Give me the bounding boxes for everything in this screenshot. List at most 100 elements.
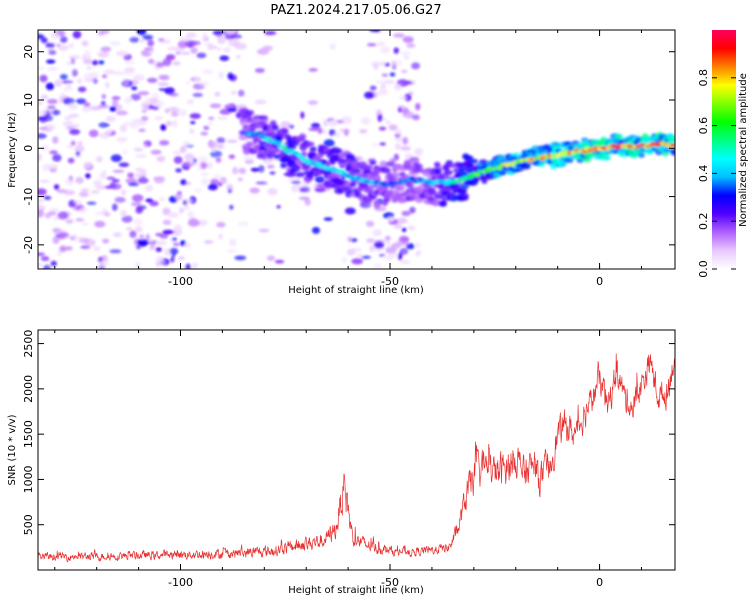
spectrogram-cell xyxy=(109,40,121,46)
spectrogram-cell xyxy=(380,83,386,89)
spectrogram-cell xyxy=(167,212,179,219)
spectrogram-ridge-cell xyxy=(281,128,289,134)
spectrogram-cell xyxy=(169,247,179,255)
spectrogram-cell xyxy=(388,124,398,131)
spectrogram-cell xyxy=(170,256,175,263)
spectrogram-cell xyxy=(194,77,201,82)
spectrogram-cell xyxy=(201,178,210,186)
spectrogram-cell xyxy=(137,121,147,126)
spectrogram-cell xyxy=(77,86,87,93)
spectrogram-cell xyxy=(216,137,226,144)
snr-ticks: -100 -50 0 500 1000 1500 2000 2500 xyxy=(22,330,675,589)
spectrogram-cell xyxy=(85,173,91,179)
spectrogram-cell xyxy=(72,69,78,77)
spectrogram-cell xyxy=(376,41,386,47)
spectrogram-cell xyxy=(175,225,183,234)
spectrogram-cell xyxy=(407,91,414,96)
spectrogram-cell xyxy=(147,58,155,64)
spectrogram-cell xyxy=(190,47,198,54)
spectrogram-cell xyxy=(374,80,386,84)
spectrogram-cell xyxy=(238,167,247,174)
spectrogram-cell xyxy=(86,201,97,205)
spectrogram-cell xyxy=(369,85,377,91)
spectrogram-cell xyxy=(402,136,409,145)
spectrogram-cell xyxy=(90,190,100,194)
spectrogram-cell xyxy=(291,180,301,184)
spectrogram-cell xyxy=(203,125,210,131)
spectrogram-cell xyxy=(192,93,204,97)
spectrogram-ridge-cell xyxy=(538,163,545,167)
spectrogram-cell xyxy=(171,111,179,117)
colorbar-tick-label: 0.2 xyxy=(697,212,710,230)
spectrogram-cell xyxy=(162,229,175,235)
spectrogram-ridge-cell xyxy=(449,191,457,198)
spectrogram-cell xyxy=(133,74,145,81)
spectrogram-cell xyxy=(393,47,400,54)
spectrogram-cell xyxy=(40,94,49,100)
spectrogram-cell xyxy=(190,121,196,125)
spectrogram-x-tick-label: -50 xyxy=(381,275,399,288)
spectrogram-cell xyxy=(288,124,294,129)
spectrogram-cell xyxy=(380,46,391,54)
spectrogram-cell xyxy=(91,60,99,66)
spectrogram-cell xyxy=(40,189,45,196)
spectrogram-cell xyxy=(81,40,89,47)
spectrogram-cell xyxy=(384,235,391,242)
spectrogram-cell xyxy=(95,211,105,215)
spectrogram-cell xyxy=(192,262,198,269)
spectrogram-cell xyxy=(144,47,154,51)
spectrogram-cell xyxy=(94,220,106,228)
spectrogram-cell xyxy=(83,58,93,65)
spectrogram-cell xyxy=(172,242,180,247)
spectrogram-cell xyxy=(48,207,60,213)
spectrogram-cell xyxy=(344,207,356,215)
spectrogram-cell xyxy=(386,120,391,125)
spectrogram-cell xyxy=(57,232,68,238)
spectrogram-cell xyxy=(398,235,409,244)
spectrogram-cell xyxy=(141,109,148,113)
spectrogram-ridge-cell xyxy=(513,152,520,157)
spectrogram-cell xyxy=(346,248,356,256)
spectrogram-ridge-peak xyxy=(670,143,675,147)
spectrogram-cell xyxy=(145,97,151,105)
spectrogram-cell xyxy=(98,122,110,128)
spectrogram-cell xyxy=(372,229,383,237)
spectrogram-cell xyxy=(123,67,135,75)
spectrogram-cell xyxy=(308,68,318,72)
spectrogram-cell xyxy=(65,61,72,65)
spectrogram-ridge-cell xyxy=(434,161,441,167)
spectrogram-cell xyxy=(179,36,191,42)
spectrogram-cell xyxy=(74,145,85,153)
spectrogram-cell xyxy=(164,108,170,114)
spectrogram-cell xyxy=(52,136,59,144)
spectrogram-cell xyxy=(50,260,57,267)
spectrogram-cell xyxy=(131,118,144,122)
spectrogram-cell xyxy=(356,253,363,258)
spectrogram-cell xyxy=(48,49,57,55)
colorbar-tick-label: 0.8 xyxy=(697,69,710,87)
spectrogram-cell xyxy=(162,219,172,225)
spectrogram-ridge-cell xyxy=(369,160,377,166)
spectrogram-cell xyxy=(359,129,368,134)
spectrogram-cell xyxy=(393,33,405,38)
spectrogram-cell xyxy=(52,154,62,162)
spectrogram-cell xyxy=(111,96,121,100)
spectrogram-cell xyxy=(145,184,154,192)
spectrogram-cell xyxy=(394,133,401,138)
spectrogram-cell xyxy=(46,164,59,169)
spectrogram-ridge-cell xyxy=(391,172,401,178)
snr-panel: -100 -50 0 500 1000 1500 2000 2500 Height of st… xyxy=(7,329,676,596)
spectrogram-cell xyxy=(112,169,125,173)
spectrogram-cell xyxy=(399,247,409,255)
spectrogram-cell xyxy=(314,176,325,184)
spectrogram-cell xyxy=(60,36,68,44)
spectrogram-cell xyxy=(38,205,47,210)
spectrogram-cell xyxy=(65,219,74,224)
spectrogram-cell xyxy=(398,96,408,100)
spectrogram-cell xyxy=(208,140,218,149)
spectrogram-ridge-cell xyxy=(614,133,623,140)
spectrogram-cell xyxy=(39,179,50,183)
spectrogram-cell xyxy=(255,181,268,185)
